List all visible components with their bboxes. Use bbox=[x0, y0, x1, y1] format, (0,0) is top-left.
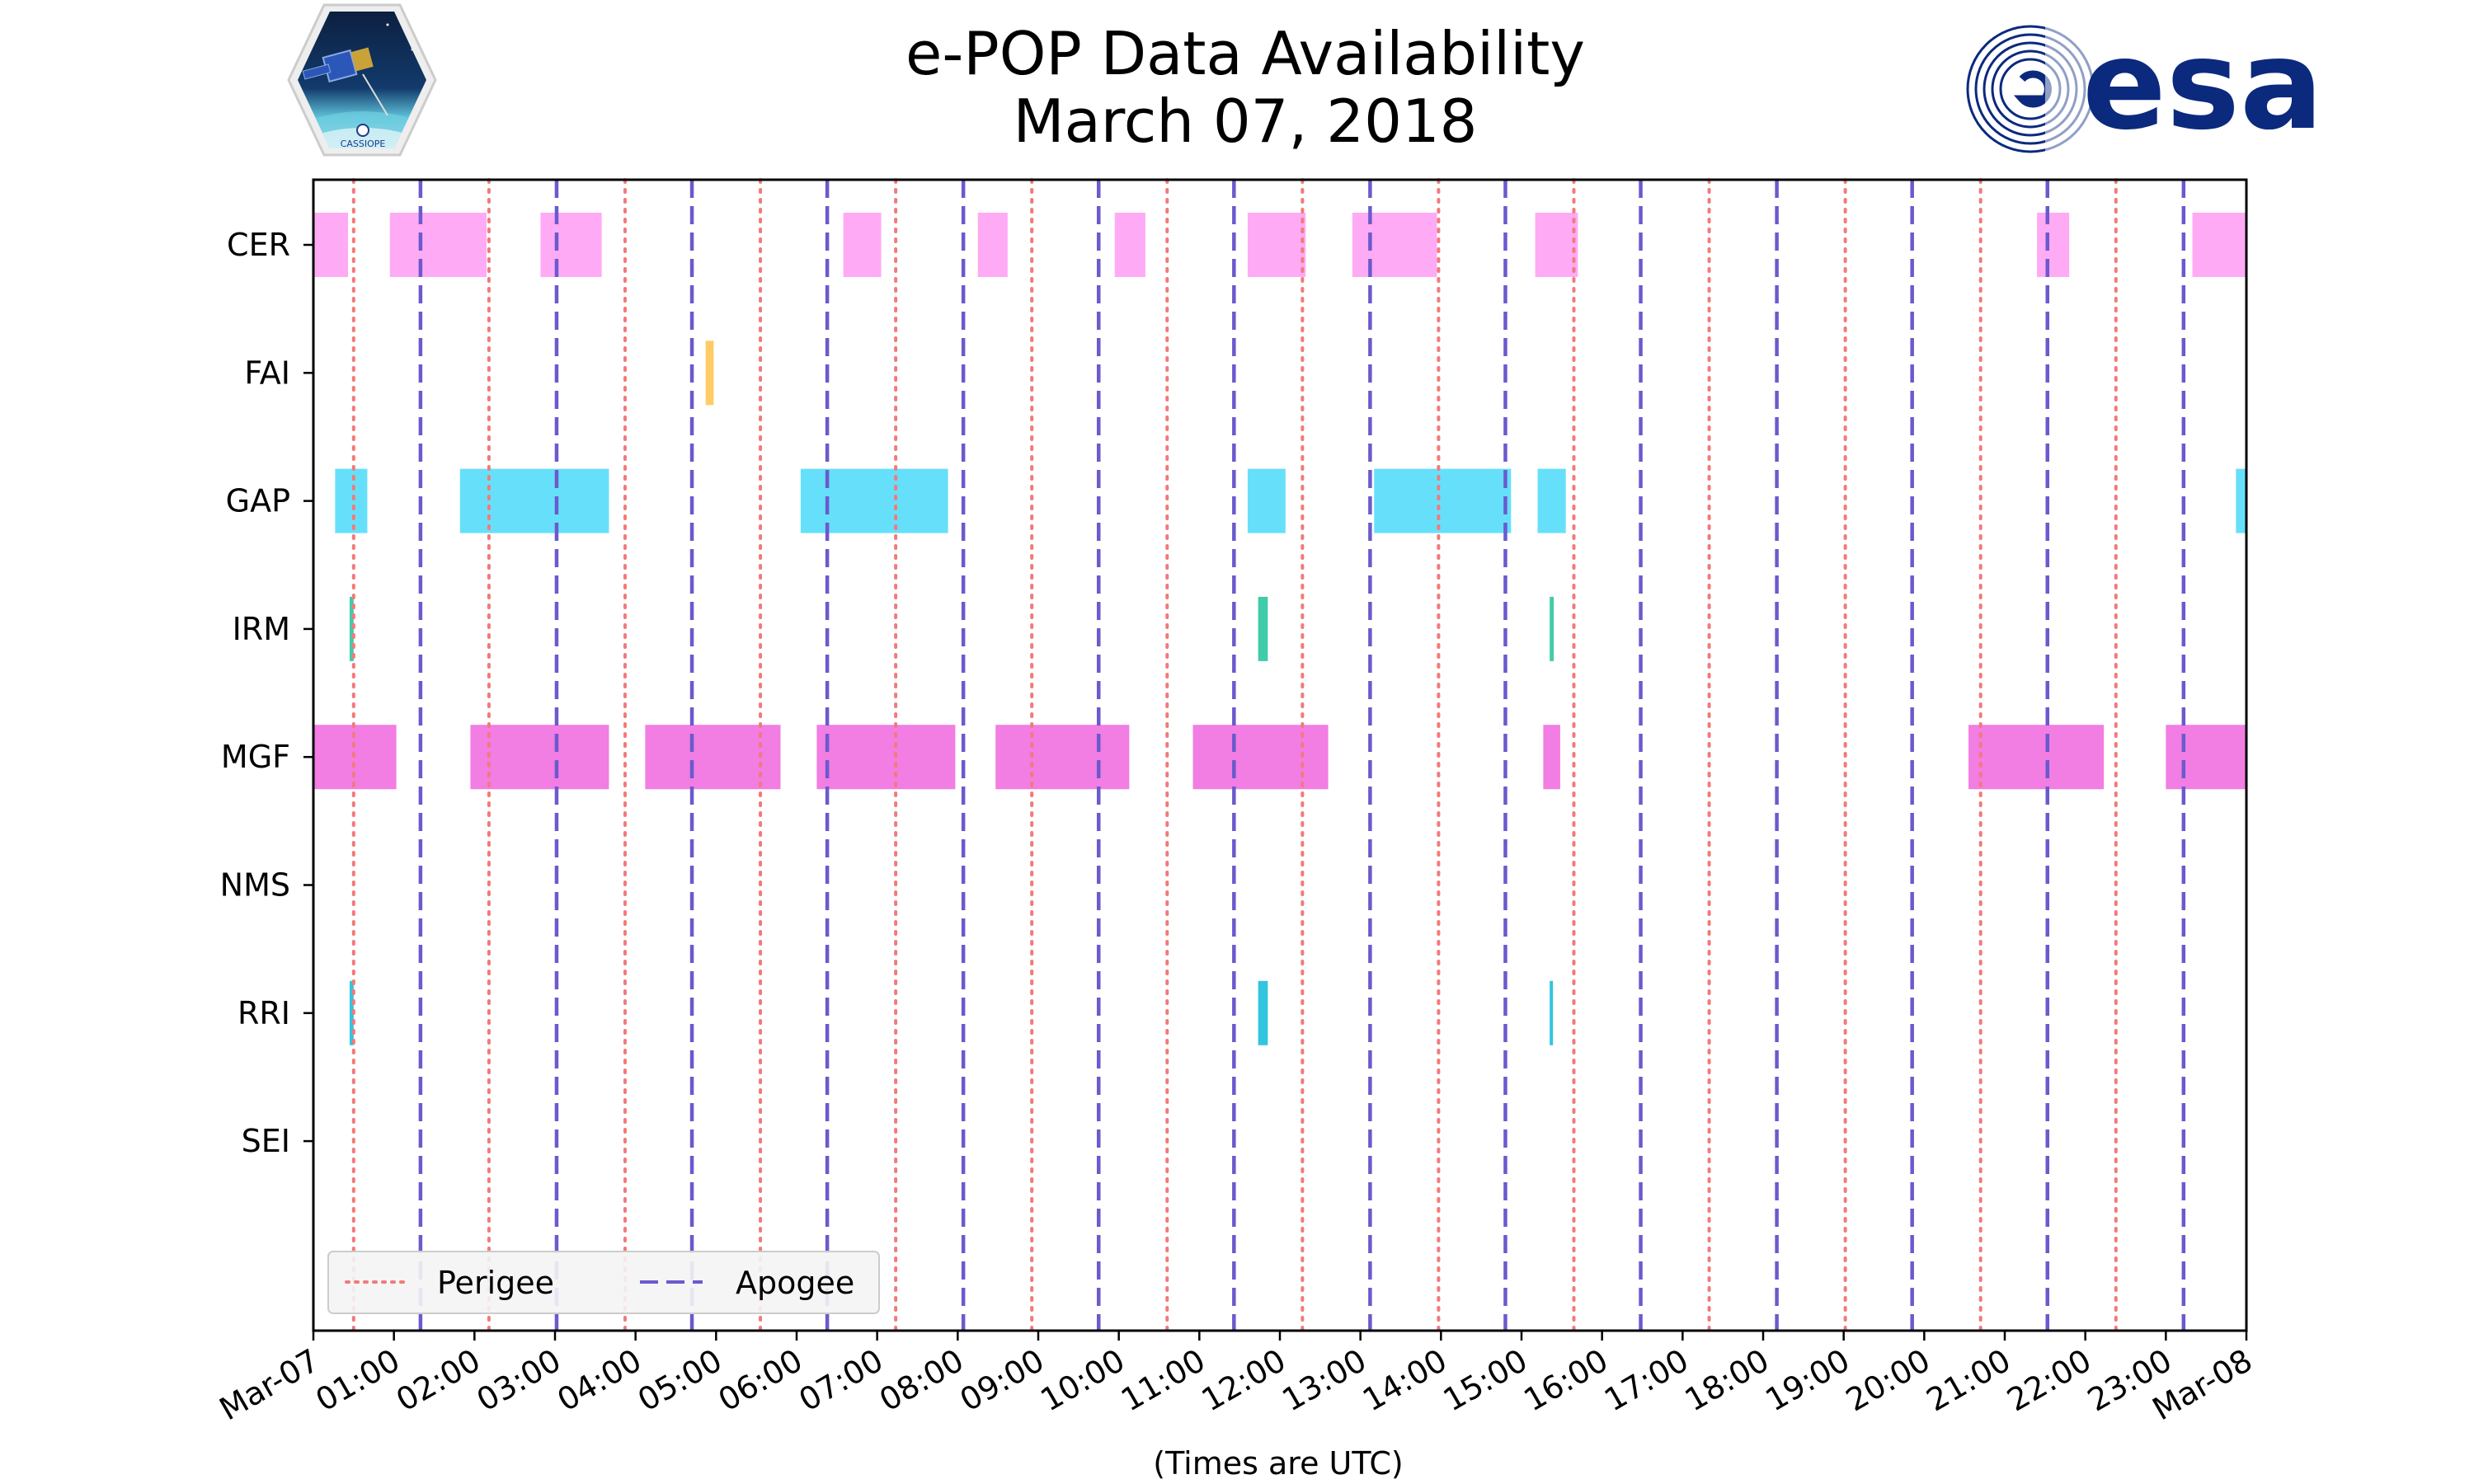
bar-irm bbox=[1550, 596, 1554, 661]
bar-gap bbox=[1374, 468, 1512, 533]
x-tick-label: Mar-07 bbox=[214, 1342, 326, 1428]
chart-title: e-POP Data Availability bbox=[905, 19, 1585, 88]
bar-cer bbox=[2037, 213, 2070, 277]
y-tick-label-cer: CER bbox=[227, 227, 290, 263]
bar-cer bbox=[313, 213, 348, 277]
x-tick-label: 05:00 bbox=[632, 1342, 728, 1419]
x-tick-label: 02:00 bbox=[390, 1342, 487, 1419]
chart-subtitle: March 07, 2018 bbox=[1014, 87, 1478, 156]
bar-gap bbox=[800, 468, 948, 533]
x-tick-label: 03:00 bbox=[471, 1342, 567, 1419]
bar-mgf bbox=[1968, 725, 2105, 790]
x-tick-label: 06:00 bbox=[713, 1342, 809, 1419]
bar-rri bbox=[1550, 980, 1554, 1045]
bar-mgf bbox=[645, 725, 781, 790]
legend: Perigee Apogee bbox=[327, 1251, 880, 1314]
legend-perigee-label: Perigee bbox=[437, 1265, 554, 1301]
bar-cer bbox=[2192, 213, 2246, 277]
bar-mgf bbox=[1543, 725, 1560, 790]
bar-cer bbox=[977, 213, 1008, 277]
x-tick-label: 22:00 bbox=[2001, 1342, 2097, 1419]
bar-cer bbox=[1535, 213, 1578, 277]
x-tick-label: 13:00 bbox=[1276, 1342, 1372, 1419]
bar-mgf bbox=[470, 725, 609, 790]
cassiope-logo-text: CASSIOPE bbox=[341, 139, 386, 149]
badge-seal-icon bbox=[356, 124, 369, 137]
esa-logo-text: esa bbox=[2082, 14, 2323, 157]
bar-gap bbox=[1247, 468, 1286, 533]
bar-irm bbox=[1258, 596, 1268, 661]
bar-gap bbox=[2236, 468, 2246, 533]
y-tick-label-sei: SEI bbox=[242, 1123, 290, 1159]
bar-gap bbox=[335, 468, 368, 533]
x-tick-label: 04:00 bbox=[551, 1342, 647, 1419]
x-tick-label: 07:00 bbox=[793, 1342, 889, 1419]
x-tick-label: 20:00 bbox=[1840, 1342, 1936, 1419]
bar-fai bbox=[705, 340, 714, 406]
y-tick-label-irm: IRM bbox=[233, 611, 290, 647]
bar-mgf bbox=[995, 725, 1130, 790]
x-tick-label: 10:00 bbox=[1034, 1342, 1131, 1419]
y-axis: CER FAI GAP IRM MGF NMS RRI SEI bbox=[220, 227, 313, 1159]
satellite-icon bbox=[302, 47, 388, 116]
x-tick-label: 17:00 bbox=[1598, 1342, 1695, 1419]
bar-mgf bbox=[816, 725, 956, 790]
bar-cer bbox=[1352, 213, 1437, 277]
x-tick-label: 14:00 bbox=[1357, 1342, 1453, 1419]
bar-cer bbox=[1114, 213, 1145, 277]
x-tick-label: 12:00 bbox=[1196, 1342, 1292, 1419]
y-tick-label-fai: FAI bbox=[244, 355, 290, 391]
bar-irm bbox=[349, 596, 354, 661]
data-bars bbox=[313, 213, 2246, 1045]
x-tick-label: 18:00 bbox=[1679, 1342, 1776, 1419]
x-tick-label: 01:00 bbox=[309, 1342, 406, 1419]
x-tick-label: 21:00 bbox=[1921, 1342, 2017, 1419]
bar-gap bbox=[1537, 468, 1566, 533]
y-tick-label-nms: NMS bbox=[220, 867, 290, 904]
x-tick-label: 15:00 bbox=[1437, 1342, 1534, 1419]
legend-apogee-label: Apogee bbox=[736, 1265, 854, 1301]
bar-mgf bbox=[2166, 725, 2246, 790]
x-tick-label: 16:00 bbox=[1517, 1342, 1614, 1419]
bar-cer bbox=[389, 213, 487, 277]
x-tick-label: 09:00 bbox=[954, 1342, 1051, 1419]
esa-logo: esa bbox=[1966, 14, 2323, 165]
y-tick-label-rri: RRI bbox=[238, 995, 290, 1031]
bar-cer bbox=[540, 213, 602, 277]
bar-rri bbox=[1258, 980, 1268, 1045]
y-tick-label-mgf: MGF bbox=[221, 739, 290, 775]
x-axis-label: (Times are UTC) bbox=[1153, 1445, 1403, 1482]
x-tick-label: 19:00 bbox=[1759, 1342, 1856, 1419]
bar-gap bbox=[459, 468, 609, 533]
bar-mgf bbox=[1192, 725, 1329, 790]
legend-box bbox=[327, 1251, 880, 1314]
x-tick-label: 08:00 bbox=[873, 1342, 970, 1419]
orbit-lines bbox=[351, 178, 2186, 1332]
x-axis: Mar-0701:0002:0003:0004:0005:0006:0007:0… bbox=[214, 1331, 2259, 1427]
esa-swirl-icon bbox=[1966, 16, 2103, 165]
bar-cer bbox=[843, 213, 882, 277]
bar-cer bbox=[1247, 213, 1306, 277]
bar-rri bbox=[349, 980, 354, 1045]
y-tick-label-gap: GAP bbox=[226, 483, 290, 519]
x-tick-label: 11:00 bbox=[1115, 1342, 1211, 1419]
